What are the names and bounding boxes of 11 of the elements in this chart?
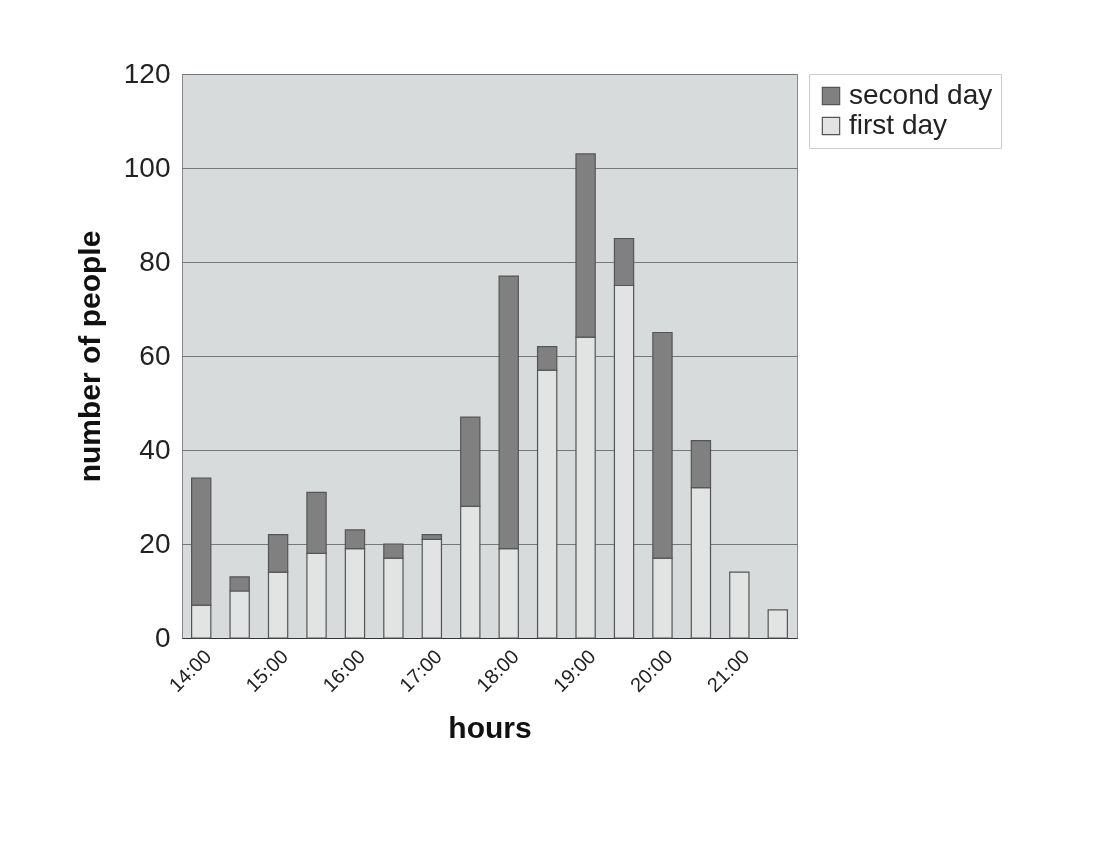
y-tick-label: 60 [139,339,171,371]
legend-label: first day [849,109,948,140]
x-axis-title: hours [448,711,532,745]
y-tick-label: 20 [139,527,171,559]
legend-label: second day [849,79,993,110]
y-tick-label: 120 [123,57,171,89]
y-axis-title: number of people [72,230,106,483]
y-tick-label: 80 [139,245,171,277]
y-tick-label: 100 [123,151,171,183]
y-tick-label: 40 [139,433,171,465]
y-tick-label: 0 [154,621,171,653]
